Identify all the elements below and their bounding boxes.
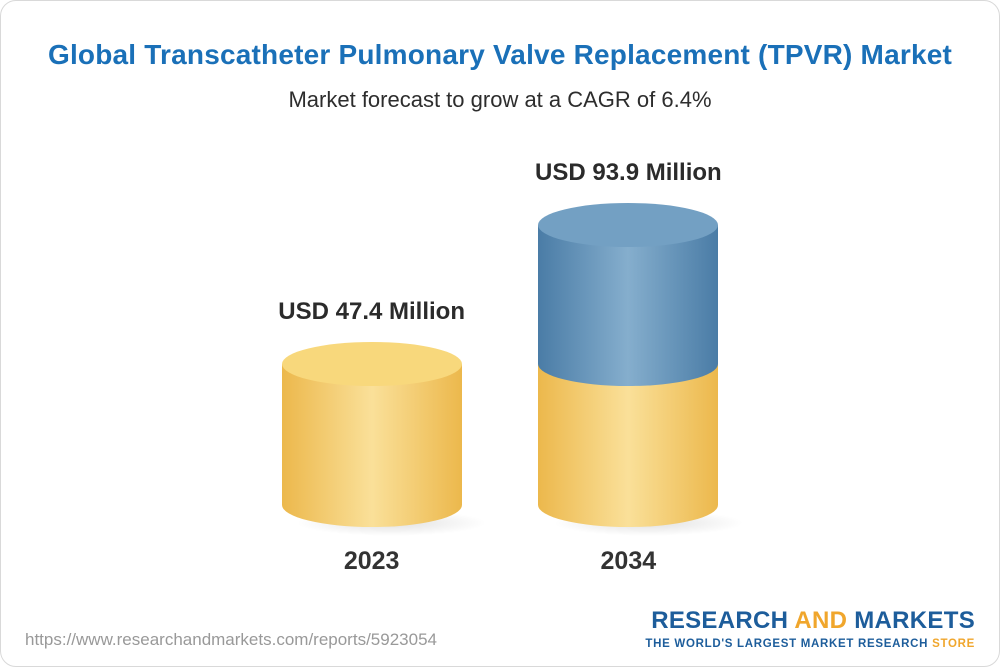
category-label-2034: 2034 xyxy=(600,547,657,575)
logo-word-research: RESEARCH xyxy=(651,607,789,634)
footer: https://www.researchandmarkets.com/repor… xyxy=(25,607,975,650)
value-label-2023: USD 47.4 Million xyxy=(278,297,465,325)
bar-group-2023: USD 47.4 Million 2023 xyxy=(278,297,487,576)
logo-word-markets: MARKETS xyxy=(854,607,975,634)
bar-2023-top-ellipse xyxy=(281,341,462,386)
bar-2034-growth-segment xyxy=(538,225,719,386)
chart-subtitle: Market forecast to grow at a CAGR of 6.4… xyxy=(288,87,712,112)
bar-2023-base-segment xyxy=(281,363,462,527)
bar-chart: USD 47.4 Million 2023 USD 93.9 Million 2… xyxy=(1,159,999,576)
bar-2023 xyxy=(281,341,487,536)
logo-tagline-store: STORE xyxy=(932,638,975,650)
category-label-2023: 2023 xyxy=(343,547,400,575)
bar-2034-top-ellipse xyxy=(538,203,719,247)
bar-2034-base-segment xyxy=(538,363,719,527)
logo-tagline-main: THE WORLD'S LARGEST MARKET RESEARCH xyxy=(645,638,933,650)
bar-group-2034: USD 93.9 Million 2034 xyxy=(535,159,744,576)
logo-tagline: THE WORLD'S LARGEST MARKET RESEARCH STOR… xyxy=(645,638,975,650)
bar-2034 xyxy=(538,203,744,536)
logo-wordmark: RESEARCH AND MARKETS xyxy=(645,607,975,635)
logo-word-and: AND xyxy=(794,607,848,634)
research-and-markets-logo: RESEARCH AND MARKETS THE WORLD'S LARGEST… xyxy=(645,607,975,650)
chart-title: Global Transcatheter Pulmonary Valve Rep… xyxy=(47,39,953,70)
value-label-2034: USD 93.9 Million xyxy=(535,159,722,186)
report-url[interactable]: https://www.researchandmarkets.com/repor… xyxy=(25,630,437,649)
